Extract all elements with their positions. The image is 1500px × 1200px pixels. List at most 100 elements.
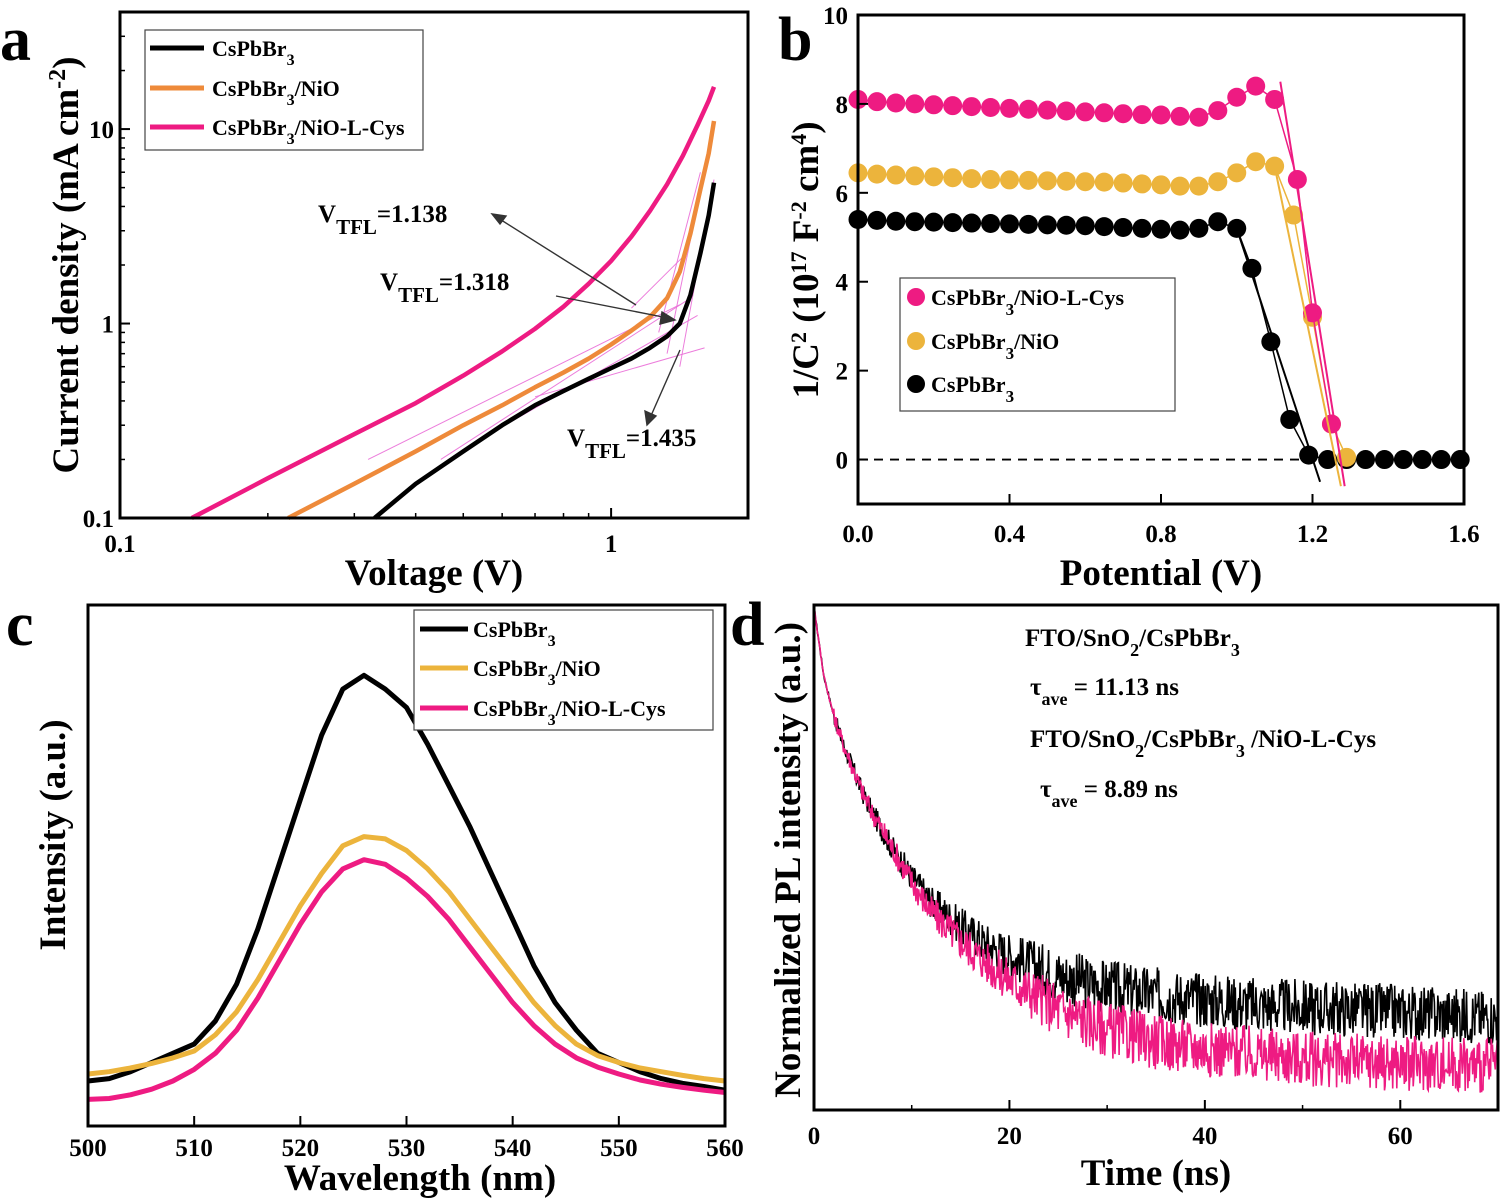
panel-b-legend-label-3: CsPbBr3: [931, 372, 1014, 406]
panel-b-point: [905, 212, 925, 232]
panel-a-series-cspbbr3: [373, 182, 717, 520]
panel-b-point: [1208, 212, 1228, 232]
panel-c-x-tick-label: 520: [282, 1135, 320, 1162]
panel-d-x-tick-label: 0: [808, 1123, 821, 1150]
panel-b-point: [1037, 100, 1057, 120]
panel-c-legend: CsPbBr3 CsPbBr3/NiO CsPbBr3/NiO-L-Cys: [413, 609, 714, 731]
panel-d-annotations: FTO/SnO2/CsPbBr3 τave = 11.13 ns FTO/SnO…: [1025, 625, 1376, 811]
panel-b-point: [962, 97, 982, 117]
panel-b-point: [1000, 98, 1019, 118]
panel-a-y-axis-title: Current density (mA cm-2): [45, 56, 87, 473]
panel-b-y-tick-label: 8: [836, 92, 849, 119]
panel-b-point: [962, 169, 982, 189]
panel-b-y-tick-label: 6: [836, 181, 849, 208]
panel-b-point: [1287, 169, 1307, 189]
panel-b-point: [1356, 450, 1376, 470]
arrow-head-vtfl-2: [659, 310, 677, 325]
panel-b-fit-line-3: [1235, 228, 1322, 483]
panel-b-point: [1094, 217, 1114, 237]
panel-b-point: [1227, 163, 1247, 183]
panel-b-point: [1075, 102, 1095, 122]
panel-b-point: [1431, 450, 1451, 470]
panel-b-point: [1056, 101, 1076, 121]
panel-c-x-tick-label: 500: [69, 1135, 107, 1162]
panel-b-x-axis-title: Potential (V): [1060, 553, 1262, 594]
panel-d-annotation-tau-1: τave = 11.13 ns: [1030, 674, 1179, 709]
panel-b-point: [1242, 258, 1262, 278]
panel-b-point: [1321, 414, 1341, 434]
panel-b-point: [1075, 172, 1095, 192]
panel-a-legend: CsPbBr3 CsPbBr3/NiO CsPbBr3/NiO-L-Cys: [144, 29, 424, 151]
panel-b-y-tick-label: 2: [836, 359, 849, 386]
panel-d-series-fto-sno2-cspbbr3: [813, 605, 1499, 1045]
panel-b-point: [1280, 410, 1300, 430]
panel-b-x-tick-label: 0.0: [842, 521, 873, 548]
panel-b-point: [981, 97, 1001, 117]
panel-d-x-tick-label: 60: [1388, 1123, 1413, 1150]
panel-b-legend-label-2: CsPbBr3/NiO: [931, 329, 1059, 363]
panel-c-series-cspbbr3-nio: [87, 834, 726, 1084]
panel-b-fit-line-2: [1271, 157, 1342, 487]
panel-a-legend-label-2: CsPbBr3/NiO: [212, 76, 340, 109]
panel-c-series-cspbbr3-nio-l-cys: [87, 857, 726, 1102]
panel-b-point: [1000, 170, 1019, 190]
panel-a-fit-line-1: [440, 297, 691, 460]
panel-b-point: [924, 95, 944, 115]
panel-b-data: [848, 76, 1470, 487]
panel-c-x-tick-label: 550: [600, 1135, 638, 1162]
panel-b-point: [867, 210, 887, 230]
panel-b-point: [1208, 172, 1228, 192]
panel-b-point: [1056, 215, 1076, 235]
panel-d-annotation-tau-2: τave = 8.89 ns: [1040, 776, 1178, 811]
panel-b-point: [1412, 450, 1432, 470]
panel-b-point: [1113, 173, 1133, 193]
panel-b-legend: CsPbBr3/NiO-L-Cys CsPbBr3/NiO CsPbBr3: [899, 277, 1176, 412]
panel-b-point: [1037, 215, 1057, 235]
panel-b-x-tick-label: 0.8: [1145, 521, 1176, 548]
panel-c-data: [87, 672, 726, 1102]
panel-d-ticks: 0 20 40 60: [808, 1100, 1499, 1150]
panel-a-x-axis-title: Voltage (V): [345, 553, 523, 594]
panel-a-fit-line-5: [658, 172, 701, 333]
panel-b-point: [1189, 176, 1209, 196]
panel-a-chart: 0.1 1 0.1 1 10 Voltage (V) Current density (…: [45, 10, 750, 594]
panel-d-y-axis-title: Normalized PL intensity (a.u.): [768, 622, 809, 1098]
panel-label-b: b: [778, 6, 812, 74]
panel-b-point: [1170, 176, 1190, 196]
panel-b-point: [1318, 450, 1338, 470]
panel-b-legend-box: [899, 277, 1176, 412]
panel-a-x-tick-label: 1: [605, 531, 618, 558]
panel-b-series-cspbbr3-nio-l-cys: [848, 76, 1341, 434]
panel-b-point: [905, 94, 925, 114]
panel-b-legend-marker-2: [907, 332, 925, 350]
panel-b-point: [1450, 450, 1470, 470]
arrow-vtfl-2: [555, 295, 669, 319]
panel-label-a: a: [0, 6, 31, 74]
panel-b-point: [1189, 107, 1209, 127]
panel-a-y-tick-label: 1: [102, 312, 115, 339]
arrow-vtfl-3: [649, 349, 681, 419]
panel-d-frame: [812, 603, 1500, 1112]
panel-a-annotation-vtfl-3: VTFL=1.435: [567, 425, 696, 463]
panel-c-legend-label-3: CsPbBr3/NiO-L-Cys: [473, 696, 666, 729]
panel-b-frame: [856, 13, 1466, 506]
panel-c-x-axis-title: Wavelength (nm): [284, 1158, 556, 1199]
panel-b-point: [1170, 106, 1190, 126]
panel-d-x-tick-label: 20: [997, 1123, 1022, 1150]
panel-d-data: [813, 605, 1499, 1094]
panel-b-point: [1018, 214, 1038, 234]
panel-b-series-cspbbr3-nio: [848, 152, 1357, 467]
panel-b-point: [1393, 450, 1413, 470]
arrow-head-vtfl-1: [490, 213, 508, 226]
panel-b-point: [1075, 216, 1095, 236]
panel-b-x-tick-label: 1.6: [1448, 521, 1479, 548]
panel-b-y-tick-label: 0: [836, 448, 849, 475]
panel-b-point: [1094, 172, 1114, 192]
panel-b-legend-marker-1: [907, 288, 925, 306]
panel-b-point: [962, 213, 982, 233]
panel-b-ticks: 0.0 0.4 0.8 1.2 1.6 0 2 4 6 8 10: [823, 3, 1480, 548]
panel-c-series-cspbbr3: [87, 672, 726, 1093]
panel-b-point: [1132, 174, 1152, 194]
panel-b-point: [1284, 205, 1304, 225]
